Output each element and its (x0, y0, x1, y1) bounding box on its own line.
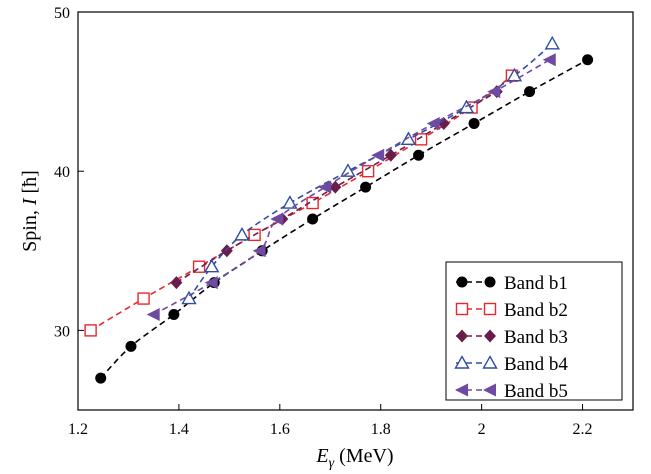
legend-entry: Band b5 (455, 381, 568, 402)
data-point (371, 148, 385, 162)
legend-entry: Band b2 (455, 300, 568, 321)
legend-marker (484, 329, 496, 343)
legend-entry: Band b4 (454, 354, 568, 375)
x-tick-label: 1.8 (371, 421, 391, 438)
legend-label: Band b2 (504, 300, 568, 321)
legend-marker (454, 355, 470, 369)
data-point (125, 340, 137, 352)
data-point (192, 260, 206, 273)
data-point (170, 276, 183, 290)
data-point (204, 258, 220, 273)
legend-marker (455, 302, 469, 316)
legend-marker (482, 355, 498, 369)
y-tick-label: 30 (54, 323, 70, 340)
data-point (137, 292, 150, 305)
legend: Band b1 Band b2 Band b3 Band b4 Band b5 (445, 261, 623, 402)
data-point (468, 117, 480, 129)
data-point (252, 244, 266, 258)
legend-label: Band b4 (504, 354, 568, 375)
y-axis-title: Spin, I [ħ] (19, 170, 41, 252)
legend-label: Band b5 (504, 381, 568, 402)
legend-marker (483, 302, 497, 316)
series-5 (146, 53, 556, 321)
data-point (181, 290, 197, 305)
series-line (100, 59, 588, 379)
legend-label: Band b3 (504, 327, 568, 348)
series-layer (84, 35, 594, 384)
data-point (360, 181, 372, 193)
x-tick-label: 1.4 (169, 421, 189, 438)
x-tick-label: 2.2 (573, 421, 593, 438)
data-point (95, 372, 107, 384)
data-point (384, 148, 397, 162)
data-point (282, 195, 298, 209)
data-point (318, 180, 332, 194)
data-point (307, 213, 319, 225)
y-tick-label: 40 (54, 164, 70, 181)
data-point (544, 35, 560, 50)
data-point (582, 54, 594, 66)
data-point (361, 164, 375, 178)
data-point (414, 133, 428, 146)
data-point (524, 86, 536, 98)
data-point (426, 116, 440, 130)
legend-marker (484, 276, 496, 288)
data-point (146, 307, 160, 321)
legend-entry: Band b1 (456, 273, 568, 294)
data-point (413, 149, 425, 161)
series-line (188, 43, 553, 300)
data-point (84, 324, 97, 337)
x-tick-label: 1.6 (270, 421, 290, 438)
legend-marker (455, 383, 468, 397)
plot-frame (77, 11, 634, 411)
x-axis-title: Eγ (MeV) (315, 445, 393, 471)
legend-marker (456, 276, 468, 288)
legend-label: Band b1 (504, 273, 568, 294)
y-tick-label: 50 (54, 5, 70, 22)
legend-entry: Band b3 (456, 327, 568, 348)
data-point (487, 85, 501, 99)
series-line (153, 59, 551, 316)
data-point (306, 196, 319, 210)
data-point (204, 276, 218, 290)
legend-marker (483, 383, 496, 397)
data-point (270, 212, 284, 226)
x-tick-label: 2 (478, 421, 486, 438)
data-point (340, 163, 356, 177)
axis-ticks: 1.2 1.4 1.6 1.8 2 2.2 30 40 50 (54, 5, 593, 438)
data-point (220, 244, 233, 258)
legend-marker (456, 329, 468, 343)
data-point (329, 180, 342, 194)
legend-box (445, 261, 623, 401)
data-point (542, 53, 556, 67)
data-point (234, 226, 250, 241)
x-tick-label: 1.2 (68, 421, 88, 438)
data-point (168, 308, 180, 320)
